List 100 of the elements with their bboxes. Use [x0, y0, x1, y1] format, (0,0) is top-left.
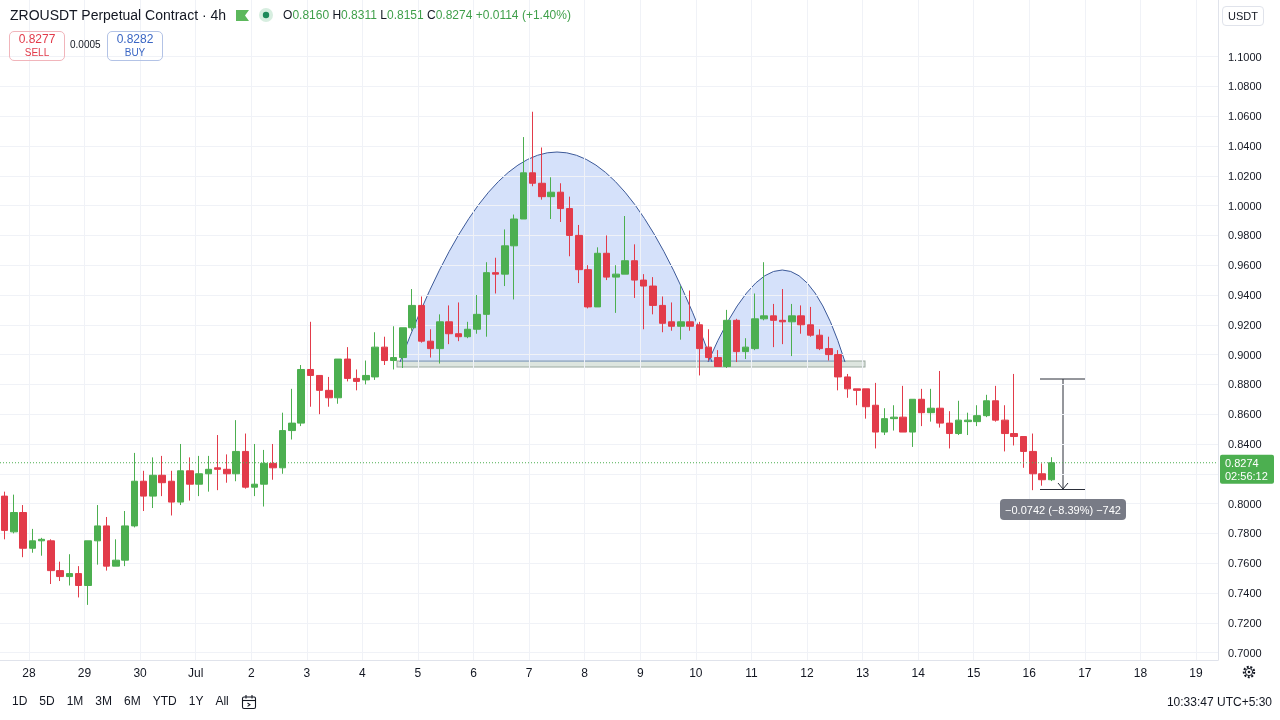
candlestick	[983, 394, 990, 418]
candlestick	[307, 321, 314, 408]
candlestick	[103, 516, 110, 572]
candlestick	[797, 304, 805, 335]
candlestick	[158, 455, 166, 497]
annotation: 0.8277	[18, 32, 56, 46]
candlestick	[696, 321, 703, 376]
candlestick	[668, 301, 675, 332]
candlestick	[649, 276, 657, 315]
candlestick	[538, 146, 546, 201]
x-tick-label: 17	[1078, 666, 1092, 680]
y-tick-label: 0.9600	[1228, 259, 1262, 272]
y-tick-label: 0.7800	[1228, 527, 1262, 540]
candlestick	[19, 504, 27, 558]
x-tick-label: 10	[689, 666, 703, 680]
candlestick	[38, 537, 45, 557]
y-tick-label: 1.0600	[1228, 110, 1262, 123]
y-tick-label: 1.1000	[1228, 50, 1262, 63]
text: 10:33:47 UTC+5:30	[1166, 695, 1272, 709]
candlestick	[168, 470, 175, 516]
x-tick-label: 28	[22, 666, 36, 680]
candlestick	[214, 434, 221, 491]
candlestick	[242, 433, 249, 490]
candlestick	[140, 470, 147, 512]
candlestick	[631, 243, 638, 299]
candlestick	[918, 388, 925, 427]
text: 5D	[39, 694, 55, 708]
y-tick-label: 0.7000	[1228, 646, 1262, 659]
candlestick	[992, 385, 999, 423]
candlestick	[436, 313, 444, 365]
y-tick-label: 1.0000	[1228, 199, 1262, 212]
candlestick	[10, 494, 18, 534]
x-tick-label: 14	[911, 666, 926, 680]
y-tick-label: 1.0400	[1228, 140, 1262, 152]
candlestick	[223, 453, 231, 484]
candlestick	[890, 404, 898, 432]
candlestick	[742, 337, 749, 360]
y-tick-label: 0.8000	[1228, 497, 1262, 510]
x-tick-label: 30	[133, 666, 148, 680]
annotation: SELL	[24, 46, 50, 59]
candlestick	[353, 368, 360, 391]
y-tick-label: 0.9200	[1228, 318, 1262, 331]
candlestick	[807, 306, 814, 338]
x-tick-label: 13	[855, 666, 870, 680]
x-tick-label: 12	[800, 666, 814, 680]
x-tick-label: 5	[414, 666, 422, 680]
x-tick-label: 6	[470, 666, 478, 680]
candlestick	[566, 196, 573, 257]
candlestick	[316, 374, 323, 415]
candlestick	[390, 325, 397, 370]
y-tick-label: 0.7400	[1228, 586, 1262, 599]
candlestick	[1020, 436, 1027, 469]
candlestick	[779, 288, 786, 345]
annotation: 0.8282	[116, 32, 154, 46]
x-tick-label: 16	[1022, 666, 1037, 680]
x-tick-label: 18	[1133, 666, 1148, 680]
text: 02:56:12	[1225, 469, 1268, 482]
candlestick	[344, 346, 351, 382]
candlestick	[677, 285, 685, 341]
candlestick	[529, 111, 536, 187]
y-tick-label: 0.7200	[1228, 616, 1262, 629]
annotation: 0.0005	[70, 39, 101, 50]
candlestick	[705, 328, 712, 362]
candlestick	[881, 407, 888, 436]
ref-line-label: 0.8274	[1225, 456, 1259, 469]
text: 1D	[12, 694, 28, 708]
y-tick-label: 0.9800	[1228, 229, 1262, 242]
candlestick	[872, 382, 879, 449]
sell-button: 0.8277 SELL	[9, 31, 65, 61]
x-tick-label: 2	[247, 666, 255, 680]
candlestick	[723, 309, 731, 369]
candlestick	[269, 443, 277, 481]
candlestick	[946, 410, 953, 449]
y-tick-label: 0.9000	[1228, 348, 1262, 361]
x-tick-label: Jul	[188, 666, 204, 680]
candlestick	[492, 257, 499, 294]
candlestick	[909, 398, 916, 448]
candlestick	[381, 336, 388, 366]
candlestick	[603, 234, 610, 281]
unit-button: USDT	[1222, 6, 1264, 26]
x-tick-label: 9	[636, 666, 644, 680]
x-tick-label: 8	[581, 666, 589, 680]
x-tick-label: 7	[525, 666, 533, 680]
candlestick	[455, 301, 462, 342]
candlestick	[186, 456, 194, 502]
candlestick	[936, 370, 944, 429]
candlestick	[427, 328, 434, 359]
candlestick	[927, 388, 935, 423]
candlestick	[770, 303, 777, 348]
candlestick	[955, 400, 962, 436]
text: 6M	[124, 694, 141, 708]
candlestick	[1, 491, 8, 540]
buy-button: 0.8282 BUY	[107, 31, 163, 61]
candlestick	[733, 318, 740, 363]
x-tick-label: 11	[745, 666, 758, 680]
y-tick-label: 0.8800	[1228, 378, 1262, 391]
y-tick-label: 1.0200	[1228, 169, 1262, 182]
annotation: −0.0742 (−8.39%) −742	[1005, 503, 1121, 516]
y-tick-label: 0.8600	[1228, 408, 1262, 421]
candlestick	[659, 295, 666, 333]
